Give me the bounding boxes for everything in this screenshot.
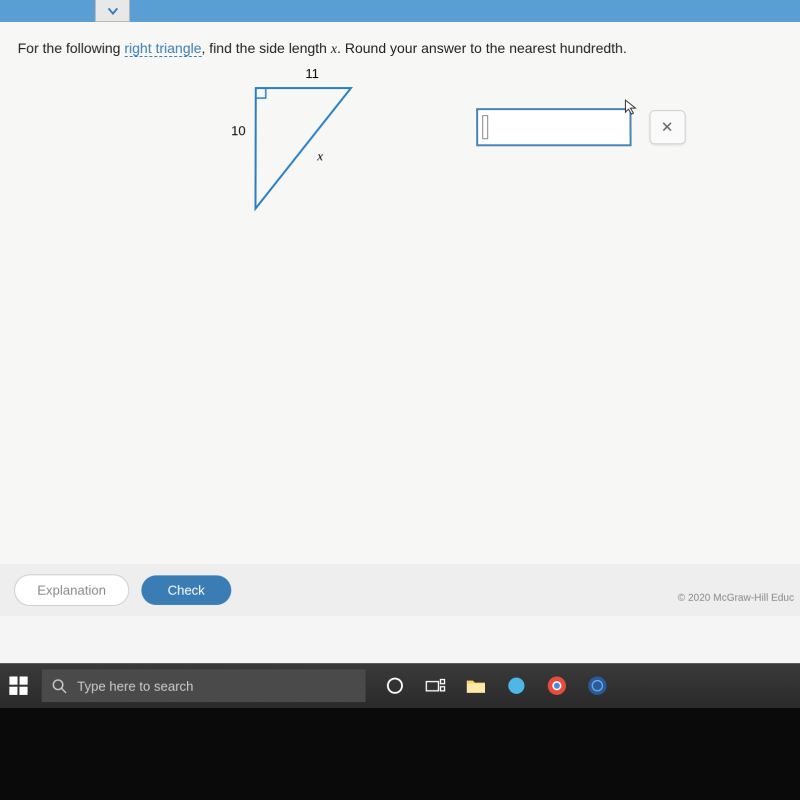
app-screen: For the following right triangle, find t…	[0, 0, 800, 708]
clear-button[interactable]: ✕	[649, 110, 685, 144]
folder-icon	[466, 678, 486, 694]
glossary-link-right-triangle[interactable]: right triangle	[124, 40, 201, 57]
search-icon	[52, 678, 67, 693]
start-button[interactable]	[1, 668, 36, 703]
check-button[interactable]: Check	[141, 575, 231, 605]
chrome-icon	[547, 675, 567, 695]
figure-row: 11 10 x ✕	[16, 68, 783, 249]
chevron-down-icon	[105, 3, 119, 17]
app-icon	[587, 675, 607, 695]
question-middle: , find the side length	[201, 40, 330, 56]
top-bar	[0, 0, 800, 22]
right-angle-marker	[255, 88, 265, 98]
cortana-icon	[386, 676, 404, 694]
windows-taskbar: Type here to search	[0, 663, 800, 708]
triangle-label-top: 11	[305, 66, 319, 81]
action-bar: Explanation Check © 2020 McGraw-Hill Edu…	[0, 564, 800, 616]
edge-icon	[506, 675, 526, 695]
monitor-frame: For the following right triangle, find t…	[0, 0, 800, 800]
triangle-svg	[175, 78, 396, 249]
windows-logo-icon	[9, 676, 27, 694]
taskbar-icons	[380, 670, 613, 701]
question-prefix: For the following	[18, 40, 125, 56]
chrome-button[interactable]	[542, 670, 572, 701]
triangle-diagram: 11 10 x	[175, 68, 396, 249]
task-view-icon	[425, 678, 445, 694]
search-placeholder: Type here to search	[77, 678, 193, 693]
triangle-label-hypotenuse: x	[317, 148, 323, 164]
triangle-label-left: 10	[231, 123, 246, 138]
explanation-button[interactable]: Explanation	[14, 574, 129, 606]
close-icon: ✕	[661, 118, 674, 136]
text-cursor-icon	[482, 115, 488, 139]
triangle-shape	[255, 88, 350, 209]
answer-input[interactable]	[476, 108, 631, 146]
app-button[interactable]	[582, 670, 612, 701]
question-suffix: . Round your answer to the nearest hundr…	[337, 40, 627, 56]
edge-button[interactable]	[501, 670, 531, 701]
content-area: For the following right triangle, find t…	[0, 22, 800, 608]
task-view-button[interactable]	[420, 670, 450, 701]
mouse-cursor-icon	[623, 98, 639, 116]
copyright-text: © 2020 McGraw-Hill Educ	[678, 593, 794, 604]
question-text: For the following right triangle, find t…	[18, 40, 783, 58]
file-explorer-button[interactable]	[461, 670, 491, 701]
cortana-button[interactable]	[380, 670, 410, 701]
answer-area: ✕	[476, 108, 686, 146]
taskbar-search[interactable]: Type here to search	[42, 669, 366, 702]
question-dropdown[interactable]	[95, 0, 130, 22]
